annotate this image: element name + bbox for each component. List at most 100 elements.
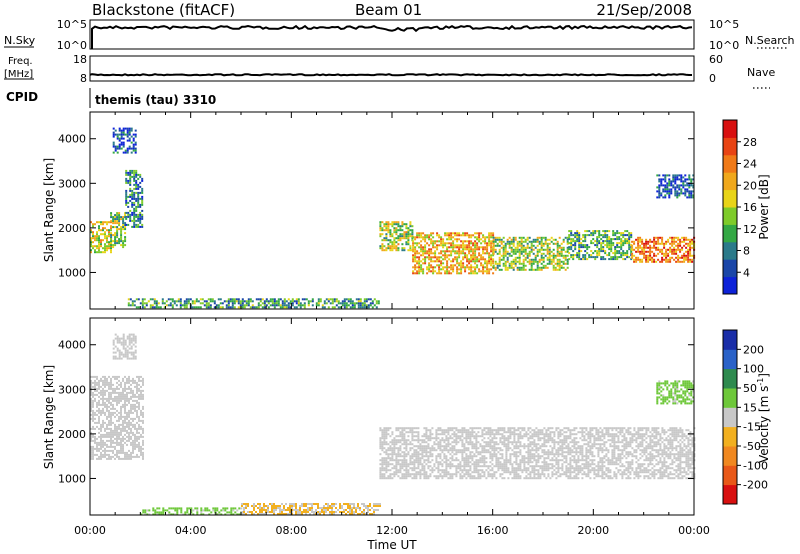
nsky-tick-bottom: 10^0 bbox=[57, 39, 87, 52]
power-cells-cell-4 bbox=[225, 306, 228, 309]
power-cells-cell-0 bbox=[100, 239, 102, 242]
vel-cells-cell-4 bbox=[447, 437, 450, 440]
power-cells-cell-6 bbox=[462, 240, 465, 243]
vel-cells-cell-0 bbox=[114, 389, 116, 392]
vel-cells-cell-0 bbox=[112, 431, 114, 434]
vel-cells-cell-4 bbox=[513, 441, 516, 444]
power-cells-cell-10 bbox=[686, 178, 689, 181]
vel-cells-cell-4 bbox=[513, 445, 516, 448]
power-cells-cell-6 bbox=[432, 232, 435, 235]
power-cells-cell-7 bbox=[544, 266, 547, 269]
vel-cells-cell-3 bbox=[373, 505, 375, 507]
power-cells-cell-6 bbox=[492, 254, 495, 257]
power-cells-cell-6 bbox=[490, 240, 493, 243]
power-cells-cell-9 bbox=[649, 244, 652, 247]
power-cells-cell-4 bbox=[367, 298, 370, 301]
power-cells-cell-8 bbox=[624, 254, 627, 257]
vel-cells-cell-4 bbox=[481, 429, 484, 432]
vel-cells-cell-0 bbox=[102, 383, 104, 386]
vel-cells-cell-4 bbox=[415, 475, 418, 478]
vel-cells-cell-4 bbox=[507, 471, 510, 474]
power-cells-cell-6 bbox=[454, 244, 457, 247]
power-cells-cell-7 bbox=[560, 254, 563, 257]
power-cells-cell-6 bbox=[430, 248, 433, 251]
vel-cells-cell-0 bbox=[100, 403, 102, 406]
vel-cells-cell-0 bbox=[102, 397, 104, 400]
vel-cells-cell-4 bbox=[425, 471, 428, 474]
vel-cells-cell-4 bbox=[455, 449, 458, 452]
vel-cells-cell-0 bbox=[92, 381, 94, 384]
power-cells-cell-5 bbox=[411, 235, 414, 238]
vel-cells-cell-4 bbox=[479, 453, 482, 456]
power-cells-cell-9 bbox=[649, 258, 652, 261]
vel-cells-cell-3 bbox=[339, 503, 341, 505]
vel-cells-cell-4 bbox=[401, 459, 404, 462]
vel-cells-cell-2 bbox=[144, 513, 147, 516]
power-cells-cell-7 bbox=[500, 246, 503, 249]
vel-cells-cell-3 bbox=[353, 511, 355, 513]
vel-cells-cell-2 bbox=[212, 507, 215, 510]
vel-cells-cell-1 bbox=[118, 349, 121, 352]
power-cells-cell-2 bbox=[137, 199, 140, 202]
vel-cells-cell-4 bbox=[467, 459, 470, 462]
vel-cells-cell-0 bbox=[122, 445, 124, 448]
power-cells-cell-1 bbox=[118, 242, 121, 245]
power-cells-cell-4 bbox=[363, 304, 366, 307]
power-cells-cell-5 bbox=[405, 225, 408, 228]
power-cells-cell-7 bbox=[566, 262, 569, 265]
cpid-value: themis (tau) 3310 bbox=[95, 93, 216, 107]
power-cells-cell-5 bbox=[387, 239, 390, 242]
power-cells-cell-7 bbox=[514, 246, 517, 249]
power-cells-cell-7 bbox=[548, 250, 551, 253]
vel-cells-cell-4 bbox=[463, 461, 466, 464]
vel-cells-cell-4 bbox=[413, 463, 416, 466]
vel-cells-cell-1 bbox=[120, 343, 123, 346]
power-cells-cell-7 bbox=[504, 250, 507, 253]
vel-cells-cell-0 bbox=[120, 441, 122, 444]
power-cells-cell-9 bbox=[637, 246, 640, 249]
vel-cells-cell-4 bbox=[483, 429, 486, 432]
vel-cells-cell-4 bbox=[509, 437, 512, 440]
power-cells-cell-0 bbox=[108, 231, 110, 234]
vel-cells-cell-4 bbox=[439, 457, 442, 460]
vel-cells-cell-0 bbox=[138, 383, 140, 386]
vel-cells-cell-4 bbox=[393, 451, 396, 454]
power-cells-cell-10 bbox=[692, 186, 695, 189]
vel-cells-cell-0 bbox=[104, 405, 106, 408]
vel-cells-cell-3 bbox=[279, 505, 281, 507]
power-cells-cell-10 bbox=[674, 174, 677, 177]
power-cells-cell-6 bbox=[486, 250, 489, 253]
vel-cells-cell-4 bbox=[415, 427, 418, 430]
vel-cells-cell-4 bbox=[425, 429, 428, 432]
power-cells-cell-7 bbox=[552, 252, 555, 255]
power-cells-cell-4 bbox=[231, 304, 234, 307]
power-cells-cell-6 bbox=[458, 246, 461, 249]
power-cells-cell-7 bbox=[524, 252, 527, 255]
vel-cells-cell-0 bbox=[98, 419, 100, 422]
vel-cells-cell-4 bbox=[443, 453, 446, 456]
vel-cells-cell-0 bbox=[128, 457, 130, 460]
vel-cells-cell-4 bbox=[481, 469, 484, 472]
vel-cells-cell-0 bbox=[130, 429, 132, 432]
power-cells-cell-7 bbox=[544, 240, 547, 243]
power-cells-cell-10 bbox=[680, 178, 683, 181]
vel-cells-cell-4 bbox=[487, 451, 490, 454]
power-cells-cell-4 bbox=[169, 302, 172, 305]
power-cells-cell-8 bbox=[624, 240, 627, 243]
vel-cells-cell-4 bbox=[399, 447, 402, 450]
power-cells-cell-4 bbox=[173, 302, 176, 305]
power-cells-cell-3 bbox=[112, 133, 115, 136]
power-cells-cell-3 bbox=[134, 133, 137, 136]
power-cells-cell-9 bbox=[631, 254, 634, 257]
vel-cells-cell-3 bbox=[357, 503, 359, 505]
vel-cells-cell-2 bbox=[170, 513, 173, 516]
vel-cells-cell-0 bbox=[126, 439, 128, 442]
vel-cells-cell-0 bbox=[122, 389, 124, 392]
power-cells-cell-7 bbox=[534, 246, 537, 249]
power-cells-cell-6 bbox=[450, 246, 453, 249]
vel-cells-cell-4 bbox=[493, 445, 496, 448]
power-cells-cell-7 bbox=[504, 248, 507, 251]
power-cells-cell-4 bbox=[351, 300, 354, 303]
power-cells-cell-1 bbox=[124, 226, 127, 229]
power-cells-cell-4 bbox=[319, 300, 322, 303]
